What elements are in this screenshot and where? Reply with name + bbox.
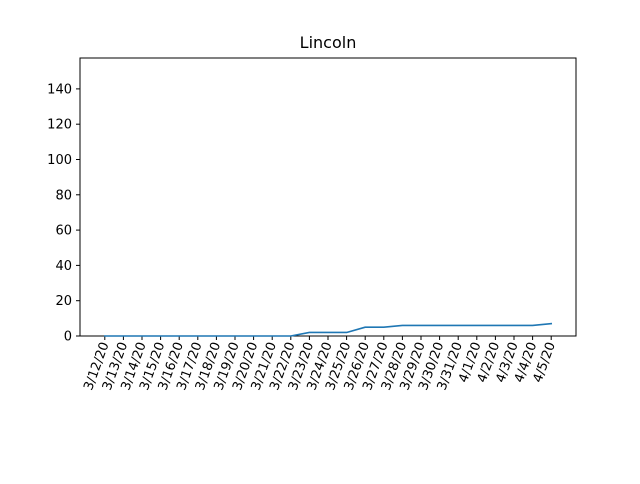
y-tick-label: 140 [47,82,72,97]
y-tick-label: 60 [55,224,72,239]
y-tick-label: 40 [55,259,72,274]
y-tick-label: 80 [55,188,72,203]
y-tick-label: 0 [64,330,72,345]
y-tick-label: 20 [55,294,72,309]
y-tick-label: 100 [47,153,72,168]
y-tick-label: 120 [47,118,72,133]
chart-title: Lincoln [300,33,357,52]
series-line-0 [104,322,553,337]
